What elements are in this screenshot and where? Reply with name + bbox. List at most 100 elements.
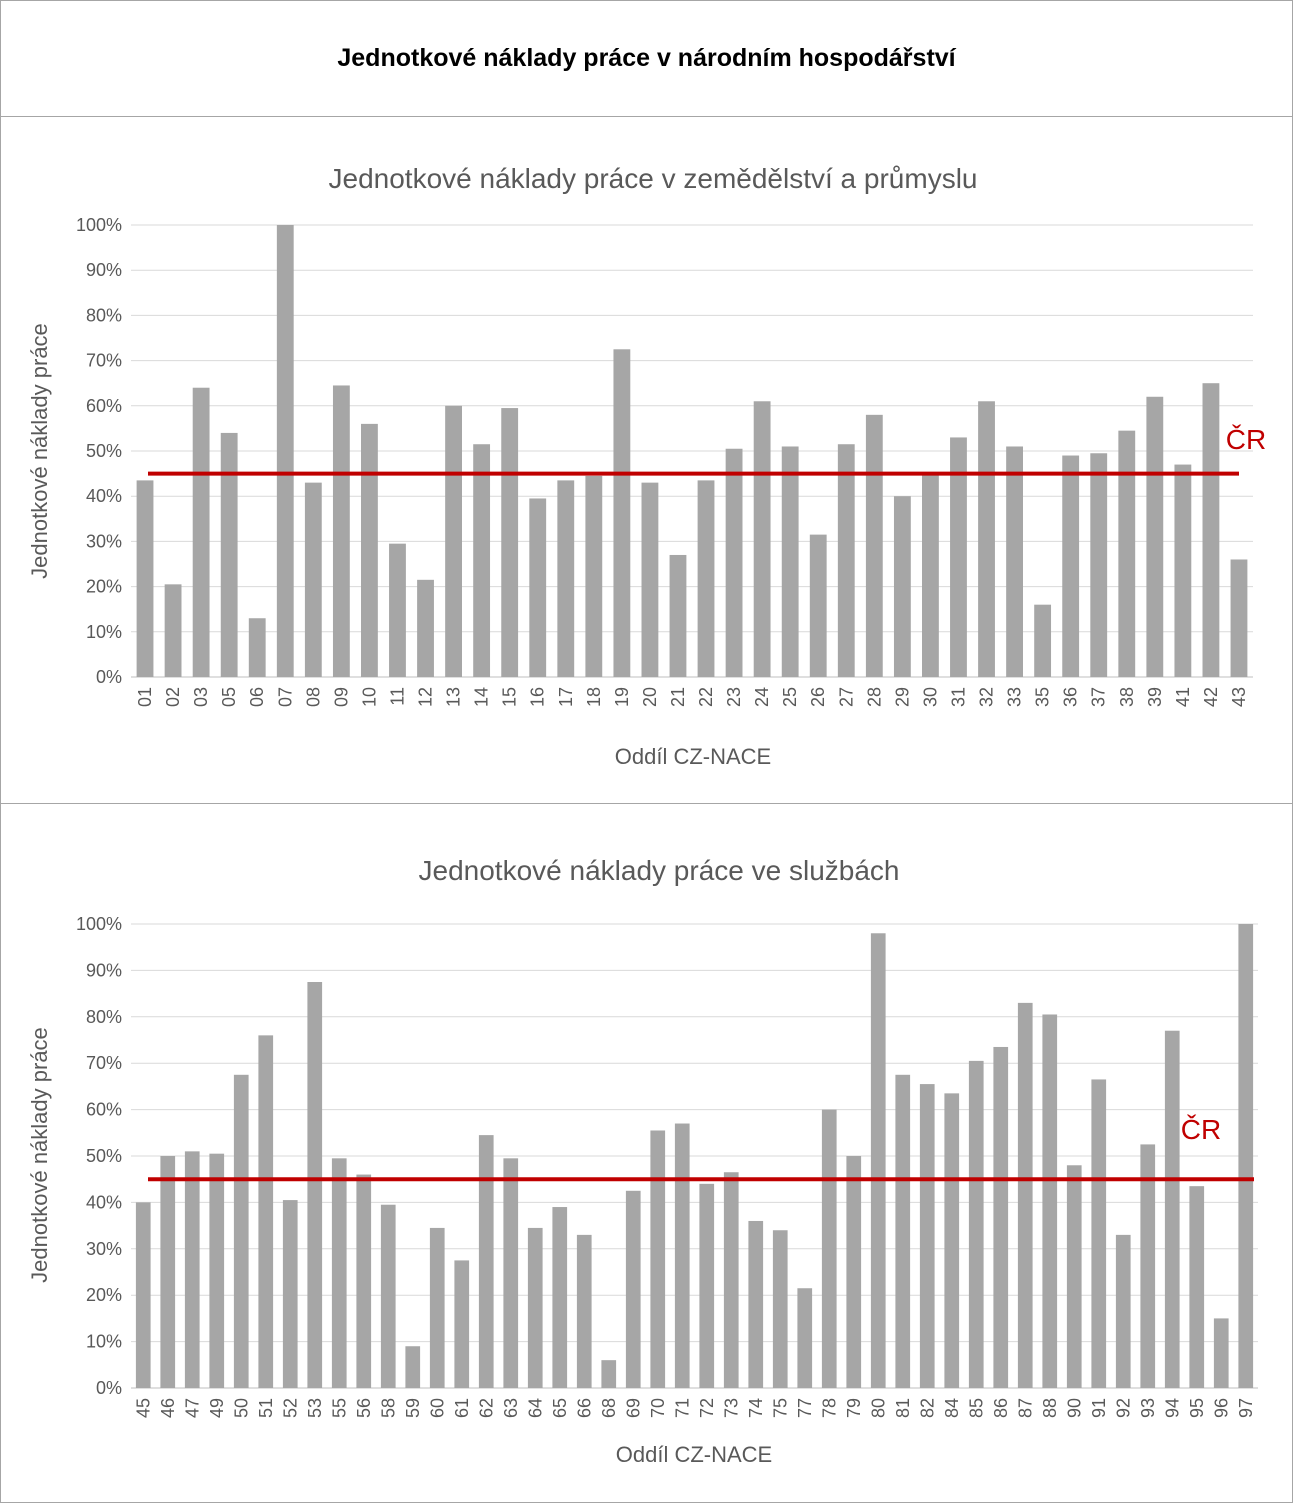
y-tick-label: 20%	[86, 577, 122, 597]
bar	[380, 1204, 396, 1388]
y-tick-label: 60%	[86, 396, 122, 416]
y-tick-label: 20%	[86, 1285, 122, 1305]
y-axis-title: Jednotkové náklady práce	[27, 323, 52, 579]
x-axis-title: Oddíl CZ-NACE	[616, 1442, 772, 1467]
x-tick-label: 50	[231, 1398, 251, 1418]
bar	[276, 225, 294, 677]
bar	[248, 618, 266, 677]
bar	[1146, 396, 1164, 677]
x-tick-label: 30	[920, 687, 940, 707]
x-tick-label: 51	[256, 1398, 276, 1418]
x-tick-label: 47	[182, 1398, 202, 1418]
x-tick-label: 74	[746, 1398, 766, 1418]
x-tick-label: 33	[1005, 687, 1025, 707]
chart-industry: Jednotkové náklady práce v zemědělství a…	[27, 163, 1266, 769]
x-tick-label: 29	[892, 687, 912, 707]
bar	[473, 444, 491, 677]
x-tick-label: 59	[403, 1398, 423, 1418]
bar	[192, 387, 210, 677]
x-tick-label: 36	[1061, 687, 1081, 707]
bar	[307, 982, 323, 1388]
x-tick-label: 10	[359, 687, 379, 707]
bar	[1062, 455, 1080, 677]
y-axis-ticks: 0% 10% 20% 30% 40% 50% 60% 70% 80% 90% 100%	[76, 215, 122, 687]
x-tick-label: 71	[672, 1398, 692, 1418]
bar	[1140, 1144, 1156, 1388]
x-tick-label: 32	[977, 687, 997, 707]
x-tick-label: 13	[444, 687, 464, 707]
bar	[846, 1156, 862, 1388]
x-tick-label: 94	[1162, 1398, 1182, 1418]
x-tick-label: 41	[1173, 687, 1193, 707]
reference: ČR	[148, 424, 1266, 476]
bar	[797, 1288, 813, 1388]
bar	[501, 408, 519, 677]
x-tick-label: 25	[780, 687, 800, 707]
x-tick-label: 49	[207, 1398, 227, 1418]
x-tick-label: 65	[550, 1398, 570, 1418]
bar	[1174, 464, 1192, 677]
x-tick-label: 53	[305, 1398, 325, 1418]
bar	[503, 1158, 519, 1388]
x-tick-label: 05	[219, 687, 239, 707]
bar	[164, 584, 182, 677]
y-tick-label: 100%	[76, 215, 122, 235]
x-tick-label: 19	[612, 687, 632, 707]
x-tick-label: 91	[1089, 1398, 1109, 1418]
x-tick-label: 80	[868, 1398, 888, 1418]
bar	[233, 1074, 249, 1388]
bar	[753, 401, 771, 677]
y-tick-label: 100%	[76, 914, 122, 934]
bar	[576, 1234, 592, 1388]
x-tick-label: 31	[948, 687, 968, 707]
chart-title: Jednotkové náklady práce ve službách	[419, 855, 900, 886]
x-tick-label: 84	[942, 1398, 962, 1418]
grid-lines	[131, 923, 1258, 1389]
bar	[837, 444, 855, 677]
bar	[356, 1174, 372, 1388]
bar	[781, 446, 799, 677]
x-tick-label: 90	[1064, 1398, 1084, 1418]
y-tick-label: 30%	[86, 1239, 122, 1259]
bar	[821, 1109, 837, 1388]
bar	[1213, 1318, 1229, 1388]
bar	[135, 1202, 151, 1388]
x-tick-label: 60	[427, 1398, 447, 1418]
x-tick-label: 93	[1138, 1398, 1158, 1418]
bar	[304, 482, 322, 677]
bar	[209, 1153, 225, 1388]
x-tick-label: 56	[354, 1398, 374, 1418]
page-title-cell: Jednotkové náklady práce v národním hosp…	[1, 1, 1292, 117]
reference-line-label: ČR	[1181, 1114, 1221, 1145]
x-tick-label: 14	[472, 687, 492, 707]
bar	[1230, 559, 1248, 677]
x-tick-label: 27	[836, 687, 856, 707]
bar	[641, 482, 659, 677]
bar	[1066, 1165, 1082, 1388]
x-tick-label: 95	[1187, 1398, 1207, 1418]
x-tick-label: 72	[697, 1398, 717, 1418]
bar	[454, 1260, 470, 1388]
bar	[723, 1172, 739, 1388]
x-tick-label: 11	[387, 687, 407, 706]
x-axis-ticks: 01 02 03 05 06 07 08 09 10 11 12 13 14 15 16 17 18 19 20 21…	[135, 687, 1249, 707]
x-tick-label: 45	[133, 1398, 153, 1418]
bar	[1238, 924, 1254, 1388]
x-tick-label: 69	[623, 1398, 643, 1418]
x-tick-label: 39	[1145, 687, 1165, 707]
y-axis-title: Jednotkové náklady práce	[27, 1027, 52, 1283]
chart-panel-services: Jednotkové náklady práce ve službách 0% 1…	[1, 804, 1292, 1502]
x-tick-label: 81	[893, 1398, 913, 1418]
x-tick-label: 96	[1211, 1398, 1231, 1418]
bar	[870, 933, 886, 1388]
x-tick-label: 17	[556, 687, 576, 707]
x-tick-label: 07	[275, 687, 295, 707]
bar	[1115, 1234, 1131, 1388]
y-tick-label: 40%	[86, 1192, 122, 1212]
x-tick-label: 16	[528, 687, 548, 707]
y-tick-label: 50%	[86, 441, 122, 461]
bar	[429, 1227, 445, 1388]
bar	[865, 414, 883, 677]
bar	[160, 1156, 176, 1388]
